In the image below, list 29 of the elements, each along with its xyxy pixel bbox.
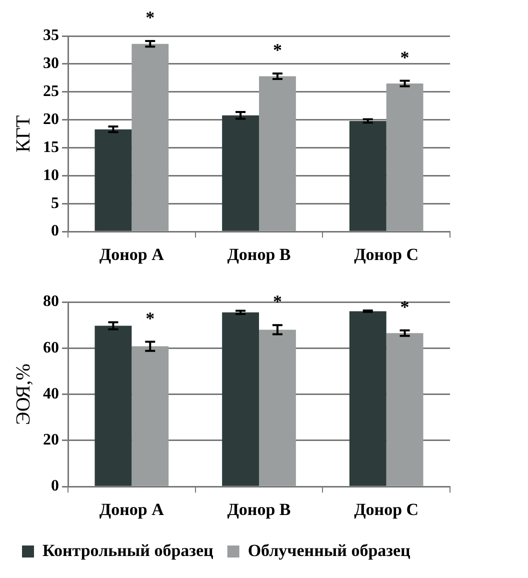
y-tick-label: 60 xyxy=(43,339,59,356)
x-tick-label: Донор A xyxy=(99,245,165,264)
y-tick-label: 35 xyxy=(43,27,59,44)
y-tick-label: 40 xyxy=(43,385,59,402)
y-axis-title: ЭОЯ,% xyxy=(12,364,34,426)
annotation: * xyxy=(272,40,282,60)
legend-label: Контрольный образец xyxy=(42,540,214,560)
text: * xyxy=(146,8,155,28)
x-tick-label: Донор C xyxy=(354,245,419,264)
y-tick-label: 30 xyxy=(43,55,59,72)
y-tick-label: 15 xyxy=(43,138,59,156)
annotation: * xyxy=(272,292,282,312)
x-tick-label: Донор C xyxy=(354,500,419,520)
y-tick-label: 5 xyxy=(51,194,59,212)
annotation: * xyxy=(400,47,410,68)
annotation: * xyxy=(400,297,410,318)
y-tick-label: 20 xyxy=(43,110,59,128)
x-tick-label: Донор B xyxy=(227,245,291,264)
y-tick-label: 10 xyxy=(43,166,59,184)
y-tick-label: 80 xyxy=(43,293,59,310)
y-tick-label: 20 xyxy=(43,432,59,449)
y-axis-title: КГТ xyxy=(12,115,34,152)
y-tick-label: 25 xyxy=(43,83,59,100)
legend-label: Облученный образец xyxy=(248,540,411,560)
y-tick-label: 0 xyxy=(51,222,59,240)
x-tick-label: Донор A xyxy=(99,500,165,520)
x-tick-label: Донор B xyxy=(227,500,291,520)
annotation: * xyxy=(146,308,155,328)
y-tick-label: 0 xyxy=(51,478,59,495)
